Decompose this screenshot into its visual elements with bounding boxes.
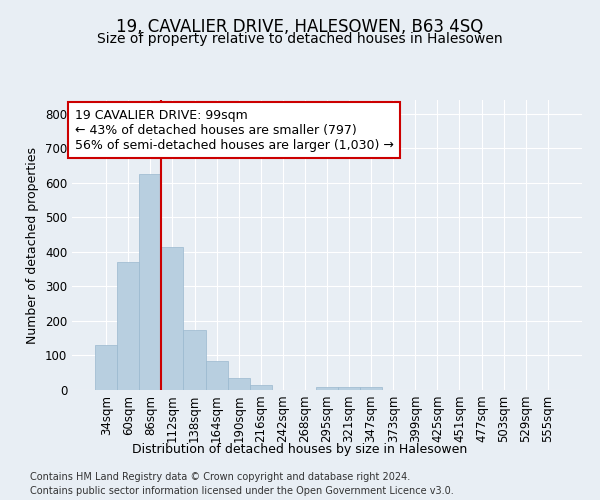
Bar xyxy=(117,262,139,390)
Bar xyxy=(360,386,382,390)
Text: Contains public sector information licensed under the Open Government Licence v3: Contains public sector information licen… xyxy=(30,486,454,496)
Bar xyxy=(161,246,184,390)
Bar xyxy=(227,378,250,390)
Bar xyxy=(338,386,360,390)
Bar xyxy=(250,385,272,390)
Bar xyxy=(184,330,206,390)
Text: Distribution of detached houses by size in Halesowen: Distribution of detached houses by size … xyxy=(133,442,467,456)
Y-axis label: Number of detached properties: Number of detached properties xyxy=(26,146,40,344)
Text: Contains HM Land Registry data © Crown copyright and database right 2024.: Contains HM Land Registry data © Crown c… xyxy=(30,472,410,482)
Bar xyxy=(95,345,117,390)
Text: Size of property relative to detached houses in Halesowen: Size of property relative to detached ho… xyxy=(97,32,503,46)
Bar xyxy=(139,174,161,390)
Bar xyxy=(316,386,338,390)
Bar xyxy=(206,360,227,390)
Text: 19 CAVALIER DRIVE: 99sqm
← 43% of detached houses are smaller (797)
56% of semi-: 19 CAVALIER DRIVE: 99sqm ← 43% of detach… xyxy=(74,108,394,152)
Text: 19, CAVALIER DRIVE, HALESOWEN, B63 4SQ: 19, CAVALIER DRIVE, HALESOWEN, B63 4SQ xyxy=(116,18,484,36)
